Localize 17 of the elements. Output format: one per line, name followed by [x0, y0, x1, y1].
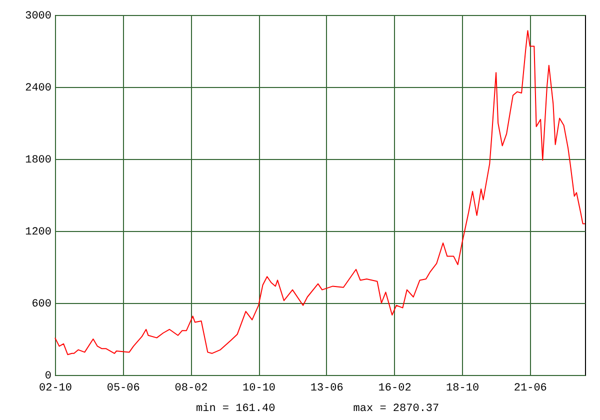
x-tick-label: 16-02 — [378, 382, 412, 394]
y-tick-label: 600 — [32, 298, 52, 310]
y-tick-label: 1200 — [25, 226, 52, 238]
text: min = 161.40 — [196, 403, 276, 415]
y-tick-label: 3000 — [25, 10, 52, 22]
x-tick-label: 10-10 — [242, 382, 276, 394]
x-tick-label: 21-06 — [514, 382, 547, 394]
x-tick-label: 02-10 — [38, 382, 72, 394]
x-tick-label: 13-06 — [310, 382, 344, 394]
x-tick-label: 18-10 — [446, 382, 480, 394]
line-series — [54, 30, 586, 356]
y-tick-label: 1800 — [25, 154, 52, 166]
y-tick-label: 2400 — [25, 82, 52, 94]
y-tick-label: 0 — [44, 370, 52, 382]
text: max = 2870.37 — [353, 403, 440, 415]
x-tick-label: 08-02 — [174, 382, 208, 394]
x-tick-label: 05-06 — [106, 382, 140, 394]
